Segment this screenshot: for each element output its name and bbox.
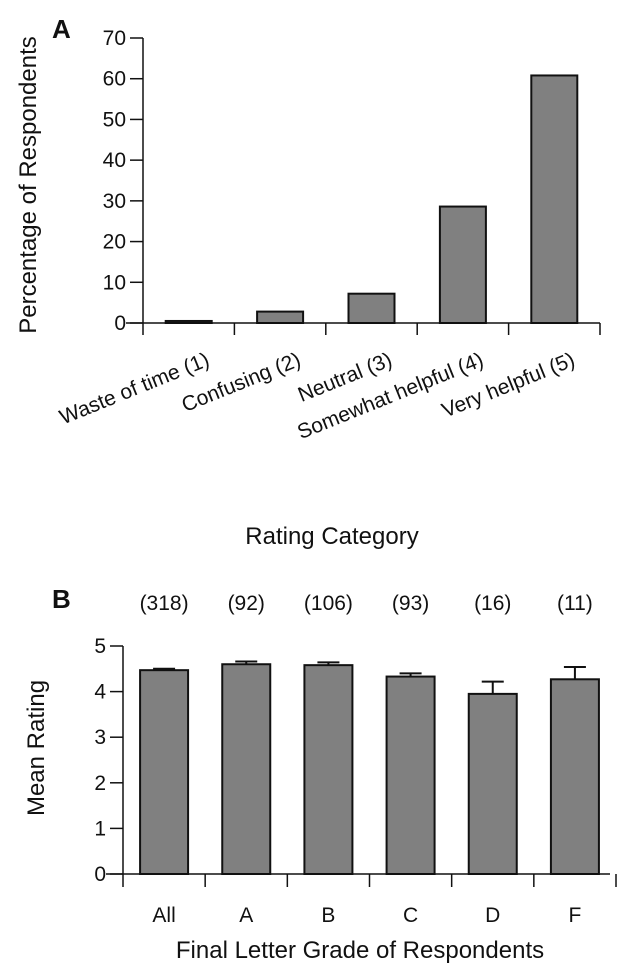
- panel-b-y-axis-title: Mean Rating: [23, 680, 50, 816]
- panel-b-category-label: D: [485, 904, 500, 927]
- panel-a-y-axis-title: Percentage of Respondents: [15, 36, 42, 334]
- panel-b-count-label: (16): [474, 592, 511, 615]
- panel-a-y-tick-label: 40: [103, 149, 126, 172]
- panel-b-bars: [122, 660, 617, 887]
- panel-a-chart: A 0 10 20 30 40 50 60 70 Waste of time (1)Confu…: [15, 14, 601, 550]
- panel-b-y-tick-label: 0: [94, 863, 106, 886]
- panel-a-y-tick-label: 20: [103, 231, 126, 254]
- panel-a-y-tick-label: 30: [103, 190, 126, 213]
- panel-a-bar: [530, 74, 579, 325]
- panel-b-y-tick-label: 5: [94, 635, 106, 658]
- panel-a-y-ticks: 0 10 20 30 40 50 60 70: [103, 27, 143, 335]
- panel-b-category-label: All: [152, 904, 175, 927]
- panel-b-error-bar: [481, 680, 504, 694]
- panel-a-y-tick-label: 0: [114, 312, 126, 335]
- panel-a-y-tick-label: 50: [103, 108, 126, 131]
- panel-b-error-bar: [563, 665, 586, 680]
- panel-b-count-labels: (318) (92) (106) (93) (16) (11): [140, 592, 593, 615]
- panel-b-bar: [139, 669, 190, 876]
- panel-b-y-tick-label: 1: [94, 817, 106, 840]
- panel-b-label: B: [52, 584, 71, 614]
- panel-a-label: A: [52, 14, 71, 44]
- panel-b-bar: [303, 664, 354, 875]
- panel-b-error-bar: [317, 661, 340, 666]
- panel-b-count-label: (11): [557, 592, 593, 615]
- panel-b-count-label: (92): [228, 592, 265, 615]
- panel-a-x-axis-title: Rating Category: [245, 523, 418, 550]
- panel-a-y-tick-label: 10: [103, 271, 126, 294]
- panel-a-bar: [347, 292, 396, 324]
- panel-b-count-label: (106): [304, 592, 353, 615]
- panel-b-category-label: B: [321, 904, 335, 927]
- panel-b-category-label: A: [239, 904, 253, 927]
- panel-b-y-ticks: 0 1 2 3 4 5: [94, 635, 123, 886]
- panel-b-error-bar: [399, 672, 422, 677]
- panel-b-category-label: C: [403, 904, 418, 927]
- panel-b-y-tick-label: 2: [94, 772, 106, 795]
- panel-b-bar: [549, 678, 600, 876]
- panel-a-y-tick-label: 60: [103, 68, 126, 91]
- panel-b-count-label: (93): [392, 592, 429, 615]
- panel-b-bar: [221, 663, 272, 875]
- panel-b-bar: [467, 692, 518, 875]
- panel-a-y-tick-label: 70: [103, 27, 126, 50]
- panel-b-y-tick-label: 4: [94, 681, 106, 704]
- panel-a-bar: [256, 310, 305, 325]
- panel-b-x-axis-title: Final Letter Grade of Respondents: [176, 937, 544, 964]
- panel-b-bar: [385, 675, 436, 875]
- panel-a-bars: [142, 74, 601, 335]
- panel-a-bar: [438, 205, 487, 324]
- panel-b-category-label: F: [569, 904, 582, 927]
- panel-a-category-label: Waste of time (1): [56, 348, 212, 429]
- panel-b-error-bar: [235, 660, 258, 665]
- panel-b-y-tick-label: 3: [94, 726, 106, 749]
- panel-b-count-label: (318): [140, 592, 189, 615]
- panel-b-category-labels: All A B C D F: [152, 904, 581, 927]
- panel-b-error-bar: [153, 667, 176, 671]
- panel-a-category-labels: Waste of time (1)Confusing (2)Neutral (3…: [56, 348, 578, 444]
